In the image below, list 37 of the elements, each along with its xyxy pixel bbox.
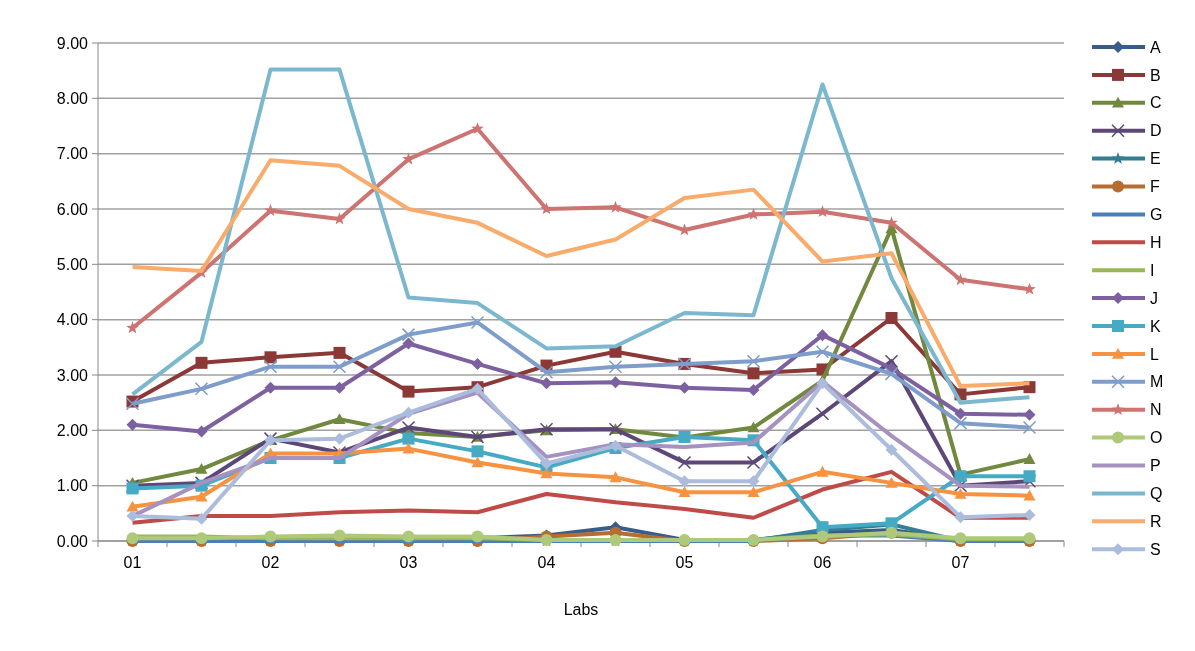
- legend-label: A: [1150, 38, 1161, 56]
- legend-label: I: [1150, 261, 1155, 279]
- x-tick-label: 03: [399, 554, 418, 571]
- x-tick-label: 05: [675, 554, 694, 571]
- legend-label: M: [1150, 373, 1164, 391]
- y-tick-label: 5.00: [56, 255, 89, 273]
- legend-label: G: [1150, 206, 1163, 223]
- x-tick-label: 01: [123, 554, 142, 571]
- legend-label: L: [1150, 345, 1159, 363]
- y-tick-label: 1.00: [56, 477, 89, 495]
- x-axis-title: Labs: [563, 601, 599, 618]
- legend-label: J: [1150, 289, 1158, 307]
- legend-label: N: [1150, 401, 1162, 419]
- legend-label: B: [1150, 66, 1161, 84]
- legend-label: S: [1150, 540, 1161, 558]
- y-tick-label: 2.00: [56, 421, 89, 439]
- y-tick-label: 4.00: [56, 311, 89, 329]
- y-tick-label: 8.00: [56, 89, 89, 107]
- legend-label: E: [1150, 150, 1161, 168]
- legend-label: D: [1150, 122, 1162, 140]
- x-tick-label: 04: [537, 554, 556, 571]
- x-tick-label: 07: [951, 554, 970, 571]
- y-tick-label: 9.00: [56, 34, 89, 52]
- legend-label: P: [1150, 457, 1161, 475]
- legend-label: O: [1150, 429, 1163, 447]
- legend-label: Q: [1150, 485, 1163, 502]
- y-tick-label: 0.00: [56, 532, 89, 550]
- legend-label: H: [1150, 233, 1162, 251]
- y-tick-label: 7.00: [56, 145, 89, 163]
- legend-label: F: [1150, 178, 1160, 196]
- legend-label: K: [1150, 317, 1161, 335]
- y-tick-label: 6.00: [56, 200, 89, 218]
- legend-label: R: [1150, 512, 1162, 530]
- legend-label: C: [1150, 94, 1162, 112]
- x-tick-label: 06: [813, 554, 832, 571]
- x-tick-label: 02: [261, 554, 280, 571]
- y-tick-label: 3.00: [56, 366, 89, 384]
